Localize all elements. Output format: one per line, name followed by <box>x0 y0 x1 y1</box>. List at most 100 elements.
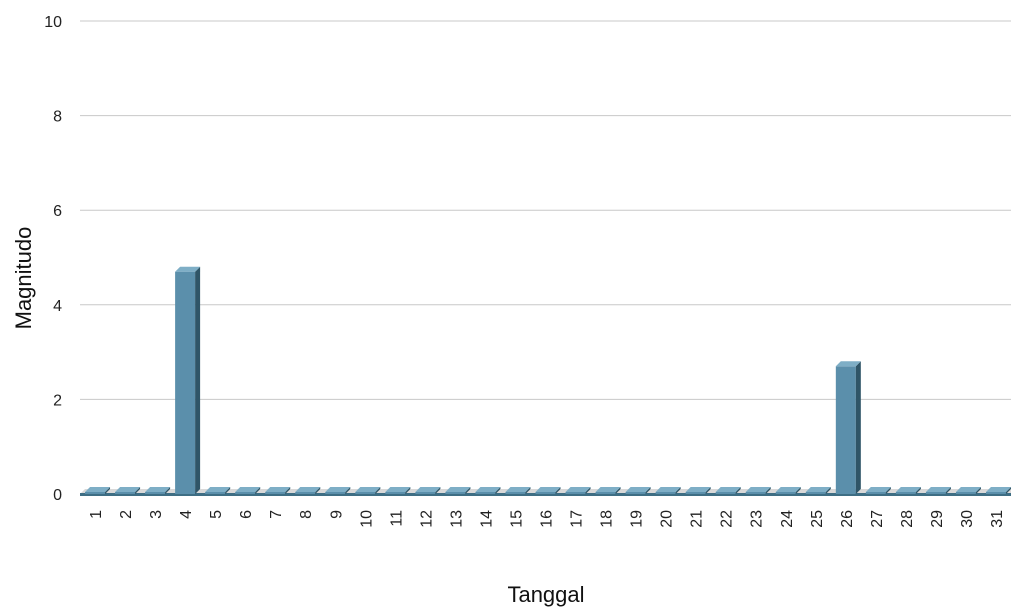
bar-top <box>985 487 1011 492</box>
bar-top <box>175 266 201 272</box>
bar-front <box>505 492 526 494</box>
bar-top <box>325 487 351 492</box>
bar-side <box>855 361 861 494</box>
bar-side <box>675 487 681 494</box>
bar-front <box>655 492 676 494</box>
bar-front <box>385 492 406 494</box>
bar-front <box>295 492 316 494</box>
bar-side <box>465 487 471 494</box>
bar-top <box>145 487 171 492</box>
bar <box>325 487 351 494</box>
x-tick-label: 27 <box>869 510 886 528</box>
bar-front <box>85 492 106 494</box>
bar <box>895 487 921 494</box>
bar-top <box>295 487 321 492</box>
bar-side <box>255 487 261 494</box>
bar <box>145 487 171 494</box>
bar-side <box>285 487 291 494</box>
bar <box>235 487 261 494</box>
bar <box>265 487 291 494</box>
bar <box>595 487 621 494</box>
x-axis-ticks: 1 2 3 4 5 6 7 8 9 10 11 12 13 14 15 16 17 18 19 20 21 22 23 24 2… <box>88 510 1006 528</box>
bar <box>865 487 891 494</box>
x-tick-label: 19 <box>629 510 646 528</box>
bar-front <box>835 366 856 494</box>
y-tick-label: 0 <box>53 487 62 504</box>
bar-front <box>175 271 196 494</box>
x-tick-label: 29 <box>929 510 946 528</box>
bar-front <box>745 492 766 494</box>
bar <box>115 487 141 494</box>
bar-front <box>805 492 826 494</box>
bar-side <box>645 487 651 494</box>
bar <box>295 487 321 494</box>
x-tick-label: 11 <box>388 510 405 527</box>
bar <box>505 487 531 494</box>
bar <box>565 487 591 494</box>
bar <box>175 266 201 494</box>
x-tick-label: 12 <box>418 510 435 528</box>
bar-front <box>955 492 976 494</box>
bar <box>535 487 561 494</box>
bar-front <box>325 492 346 494</box>
x-tick-label: 3 <box>148 510 165 519</box>
x-tick-label: 25 <box>809 510 826 528</box>
bar-front <box>985 492 1006 494</box>
bar <box>685 487 711 494</box>
x-tick-label: 20 <box>659 510 676 528</box>
bar-top <box>505 487 531 492</box>
bar-side <box>975 487 981 494</box>
bar <box>745 487 771 494</box>
bar-front <box>895 492 916 494</box>
bar-front <box>625 492 646 494</box>
bar-side <box>105 487 111 494</box>
bar <box>925 487 951 494</box>
bar-front <box>595 492 616 494</box>
bar-side <box>1005 487 1011 494</box>
bar <box>355 487 381 494</box>
bar <box>955 487 981 494</box>
x-tick-label: 7 <box>268 510 285 519</box>
bar-front <box>265 492 286 494</box>
bar-side <box>615 487 621 494</box>
bar-side <box>405 487 411 494</box>
x-tick-label: 18 <box>599 510 616 528</box>
bar-side <box>375 487 381 494</box>
grid-lines <box>80 20 1011 495</box>
bar-front <box>685 492 706 494</box>
bar <box>805 487 831 494</box>
bar <box>655 487 681 494</box>
bar-front <box>535 492 556 494</box>
bars <box>85 266 1011 494</box>
bar-front <box>145 492 166 494</box>
bar <box>415 487 441 494</box>
bar-side <box>195 266 201 494</box>
x-tick-label: 9 <box>328 510 345 519</box>
bar-side <box>225 487 231 494</box>
bar-front <box>205 492 226 494</box>
bar-side <box>945 487 951 494</box>
bar-top <box>595 487 621 492</box>
bar <box>445 487 471 494</box>
bar-side <box>825 487 831 494</box>
bar-front <box>565 492 586 494</box>
x-tick-label: 30 <box>959 510 976 528</box>
bar-top <box>625 487 651 492</box>
bar-top <box>655 487 681 492</box>
y-tick-label: 2 <box>53 392 62 409</box>
bar-side <box>435 487 441 494</box>
bar <box>205 487 231 494</box>
bar-top <box>835 361 861 367</box>
bar <box>715 487 741 494</box>
bar-front <box>115 492 136 494</box>
bar <box>985 487 1011 494</box>
x-tick-label: 21 <box>689 510 706 528</box>
bar-top <box>685 487 711 492</box>
floor-edge <box>80 493 1011 496</box>
x-tick-label: 28 <box>899 510 916 528</box>
bar-side <box>495 487 501 494</box>
x-tick-label: 24 <box>779 510 796 528</box>
y-tick-label: 6 <box>53 203 62 220</box>
bar <box>835 361 861 494</box>
